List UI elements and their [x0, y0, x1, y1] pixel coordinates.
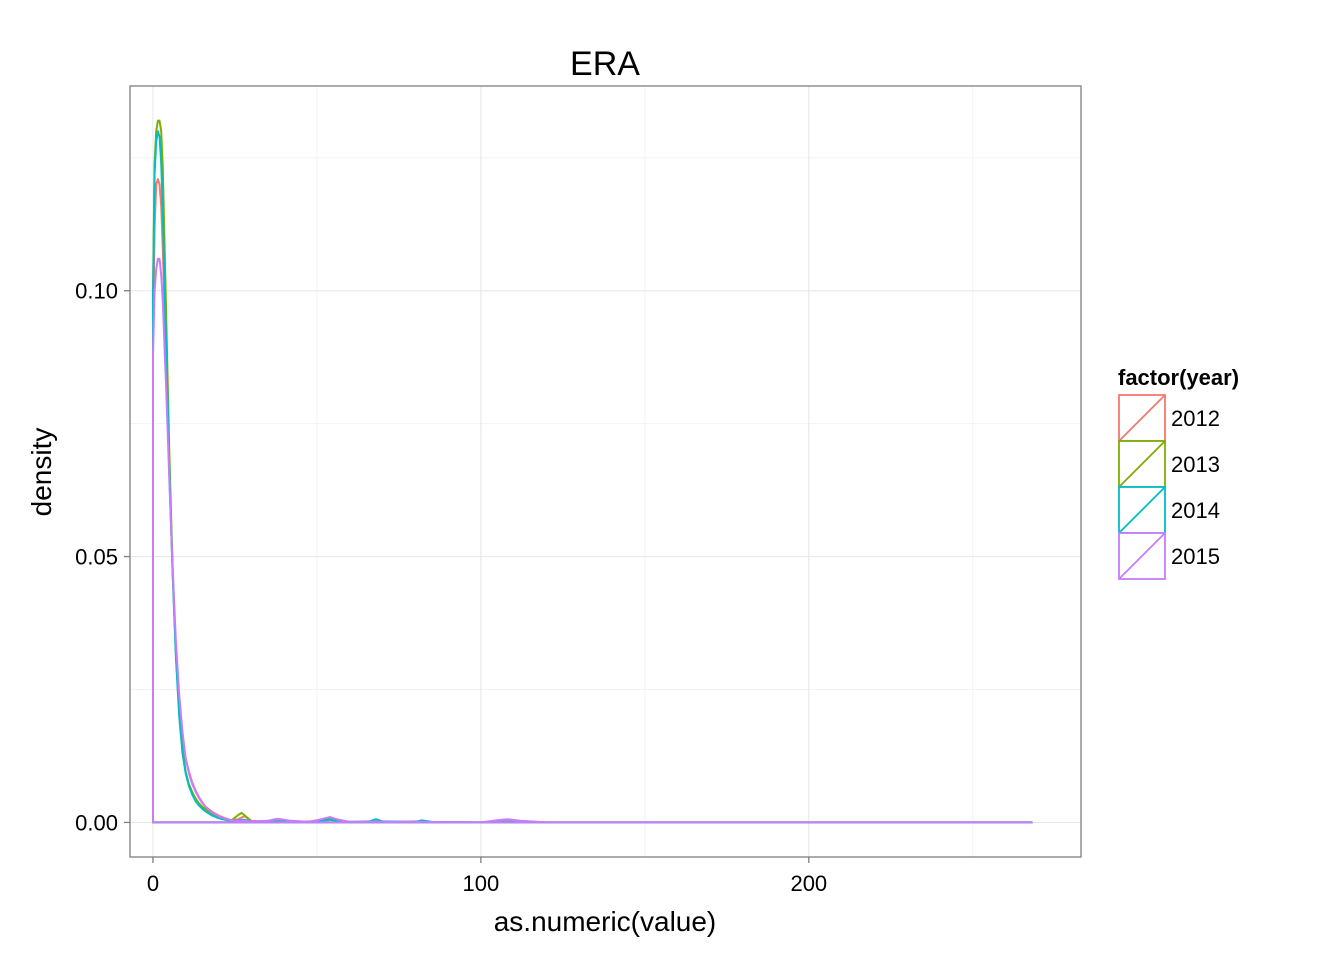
y-axis-title: density	[26, 428, 57, 517]
y-tick-label: 0.05	[75, 545, 118, 570]
legend-key-2014	[1118, 486, 1166, 534]
legend-title: factor(year)	[1118, 365, 1239, 390]
x-tick-label: 0	[147, 871, 159, 896]
legend-key-diagonal	[1118, 486, 1166, 534]
y-tick-label: 0.00	[75, 810, 118, 835]
legend-label: 2013	[1171, 452, 1220, 477]
legend-label: 2015	[1171, 544, 1220, 569]
legend-label: 2012	[1171, 406, 1220, 431]
legend-key-2015	[1118, 532, 1166, 580]
panel-border	[129, 85, 1082, 858]
legend-key-diagonal	[1118, 394, 1166, 442]
density-line-2015	[152, 257, 1033, 824]
x-tick-label: 100	[463, 871, 500, 896]
x-axis-title: as.numeric(value)	[494, 906, 717, 937]
legend-key-diagonal	[1118, 532, 1166, 580]
legend-key-diagonal	[1118, 440, 1166, 488]
chart-title: ERA	[570, 45, 640, 83]
plot-panel	[129, 85, 1082, 858]
legend-key-2012	[1118, 394, 1166, 442]
legend: factor(year) 2012 2013 2014 2015	[1118, 365, 1239, 580]
legend-label: 2014	[1171, 498, 1220, 523]
x-tick-label: 200	[790, 871, 827, 896]
y-tick-label: 0.10	[75, 279, 118, 304]
legend-key-2013	[1118, 440, 1166, 488]
